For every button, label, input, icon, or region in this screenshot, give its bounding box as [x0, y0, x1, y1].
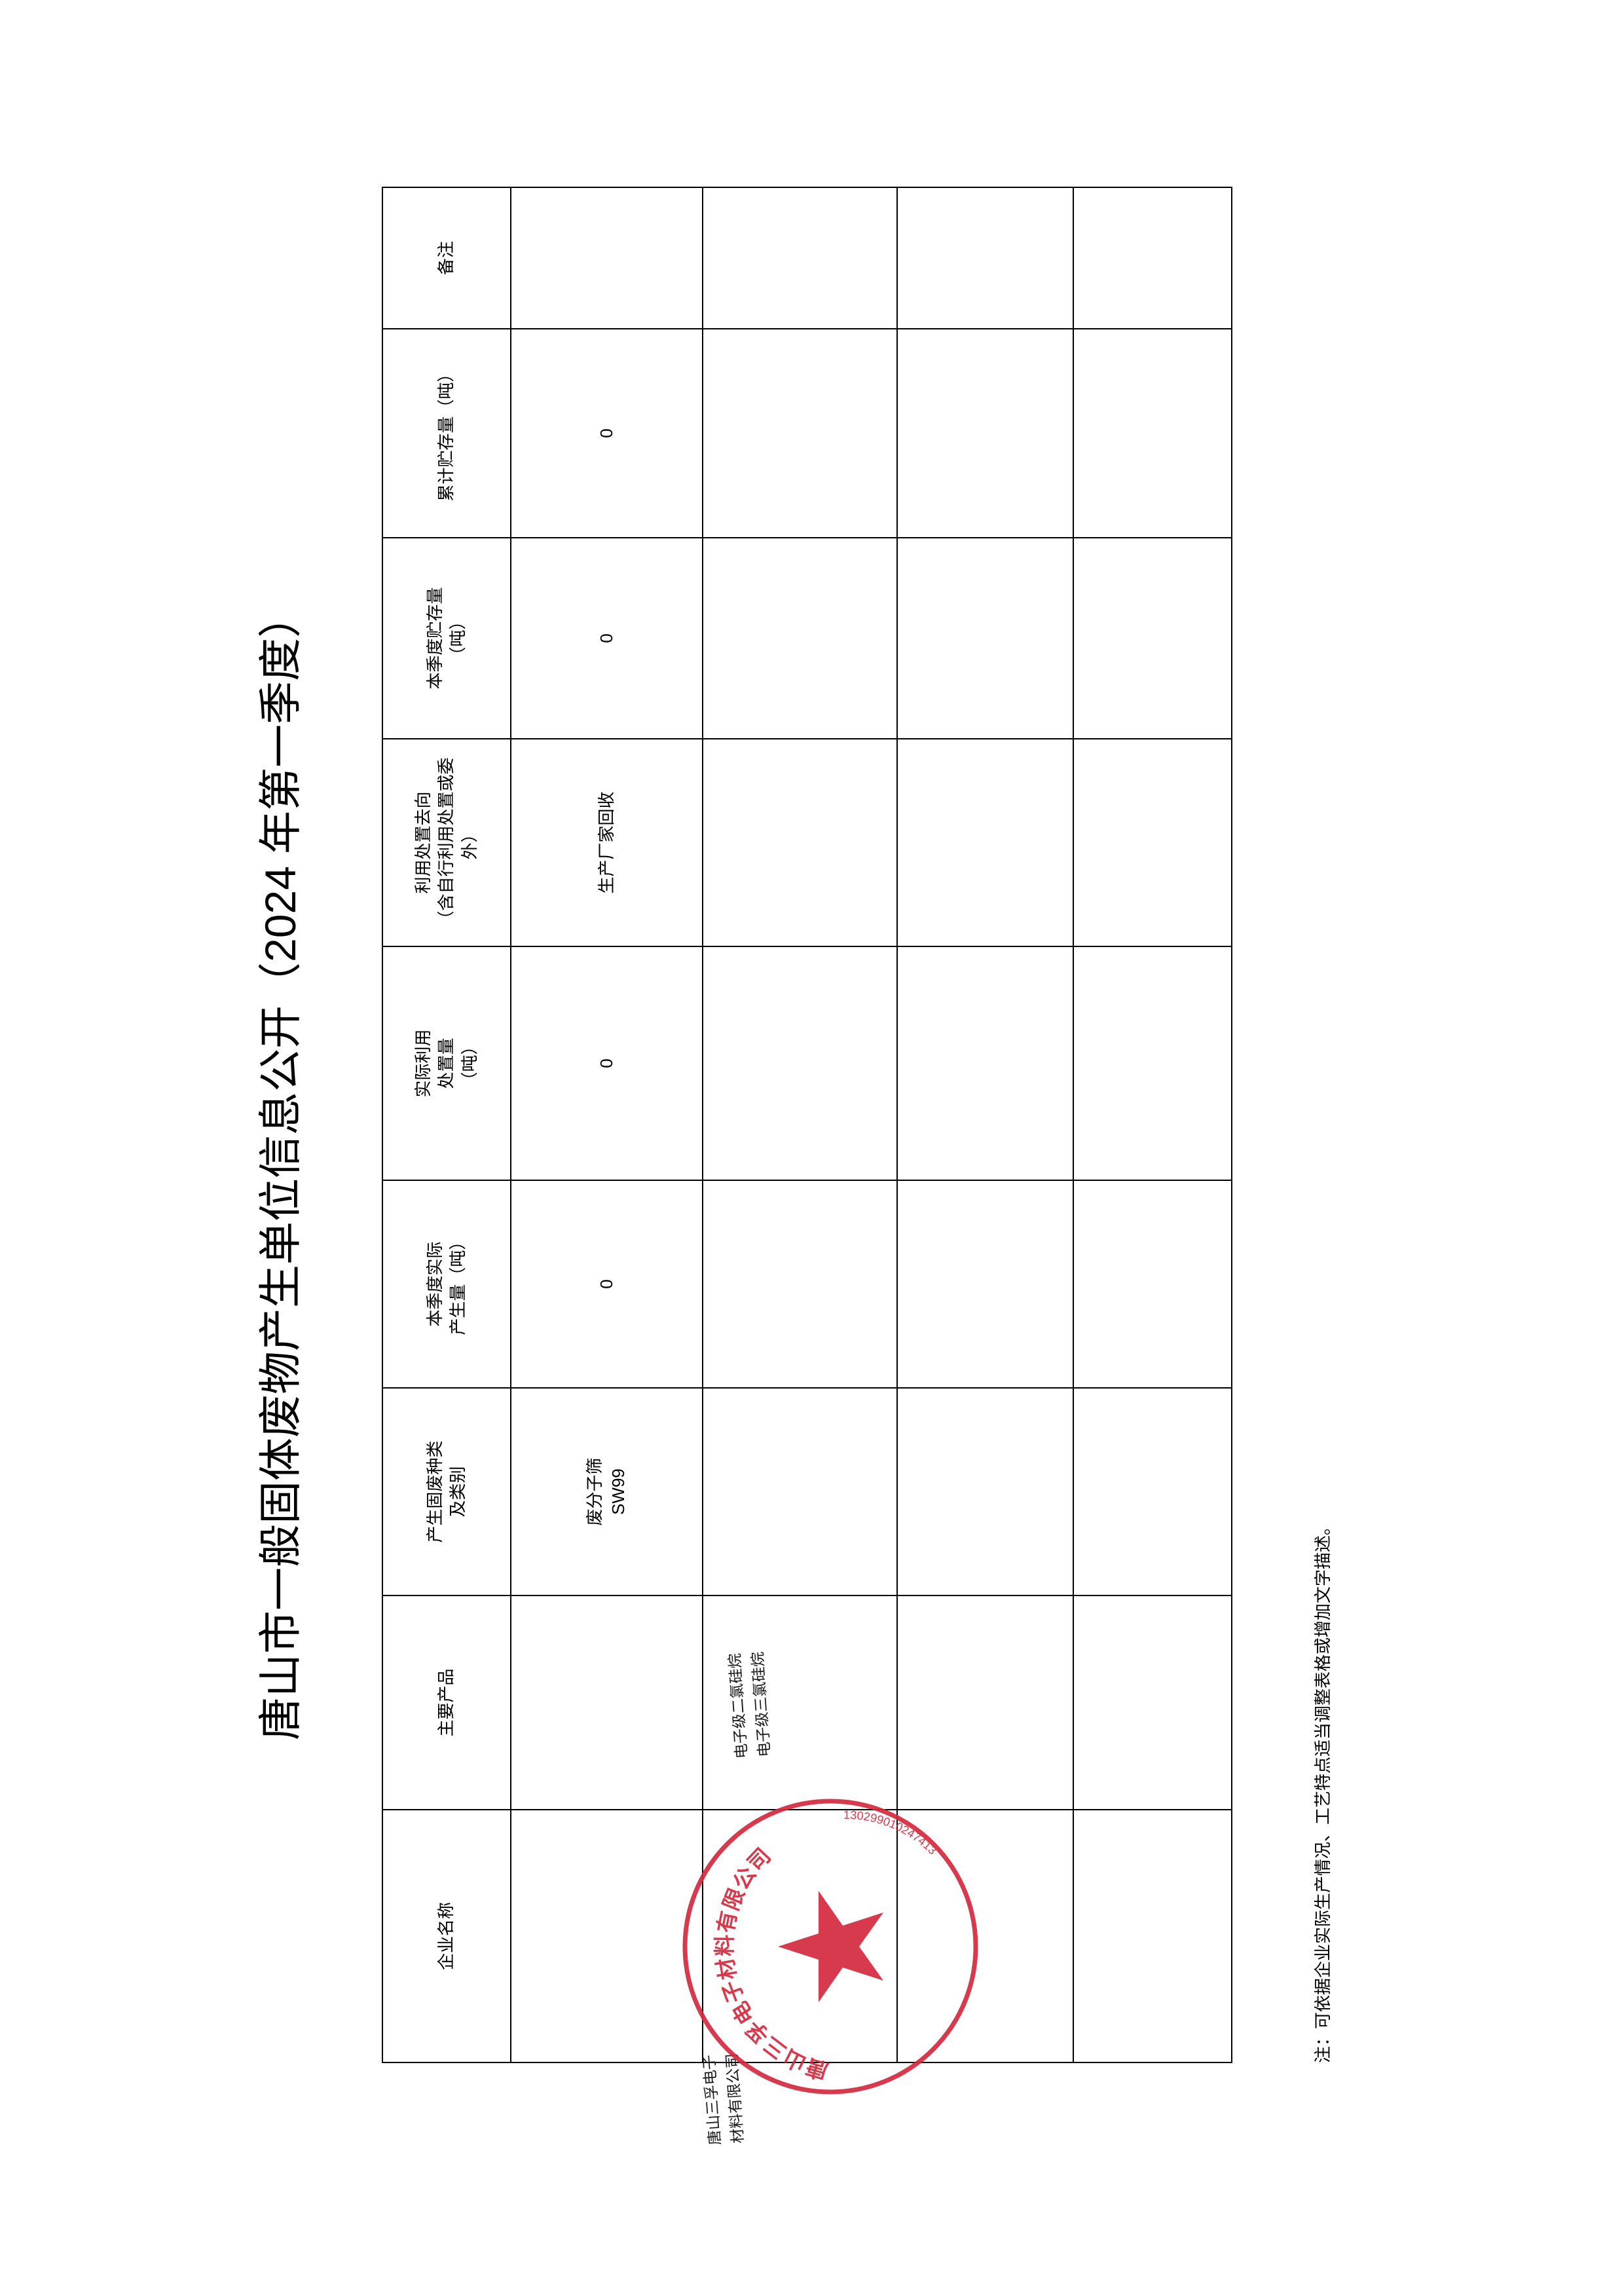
- svg-text:唐山三孚电子材料有限公司: 唐山三孚电子材料有限公司: [712, 1843, 831, 2084]
